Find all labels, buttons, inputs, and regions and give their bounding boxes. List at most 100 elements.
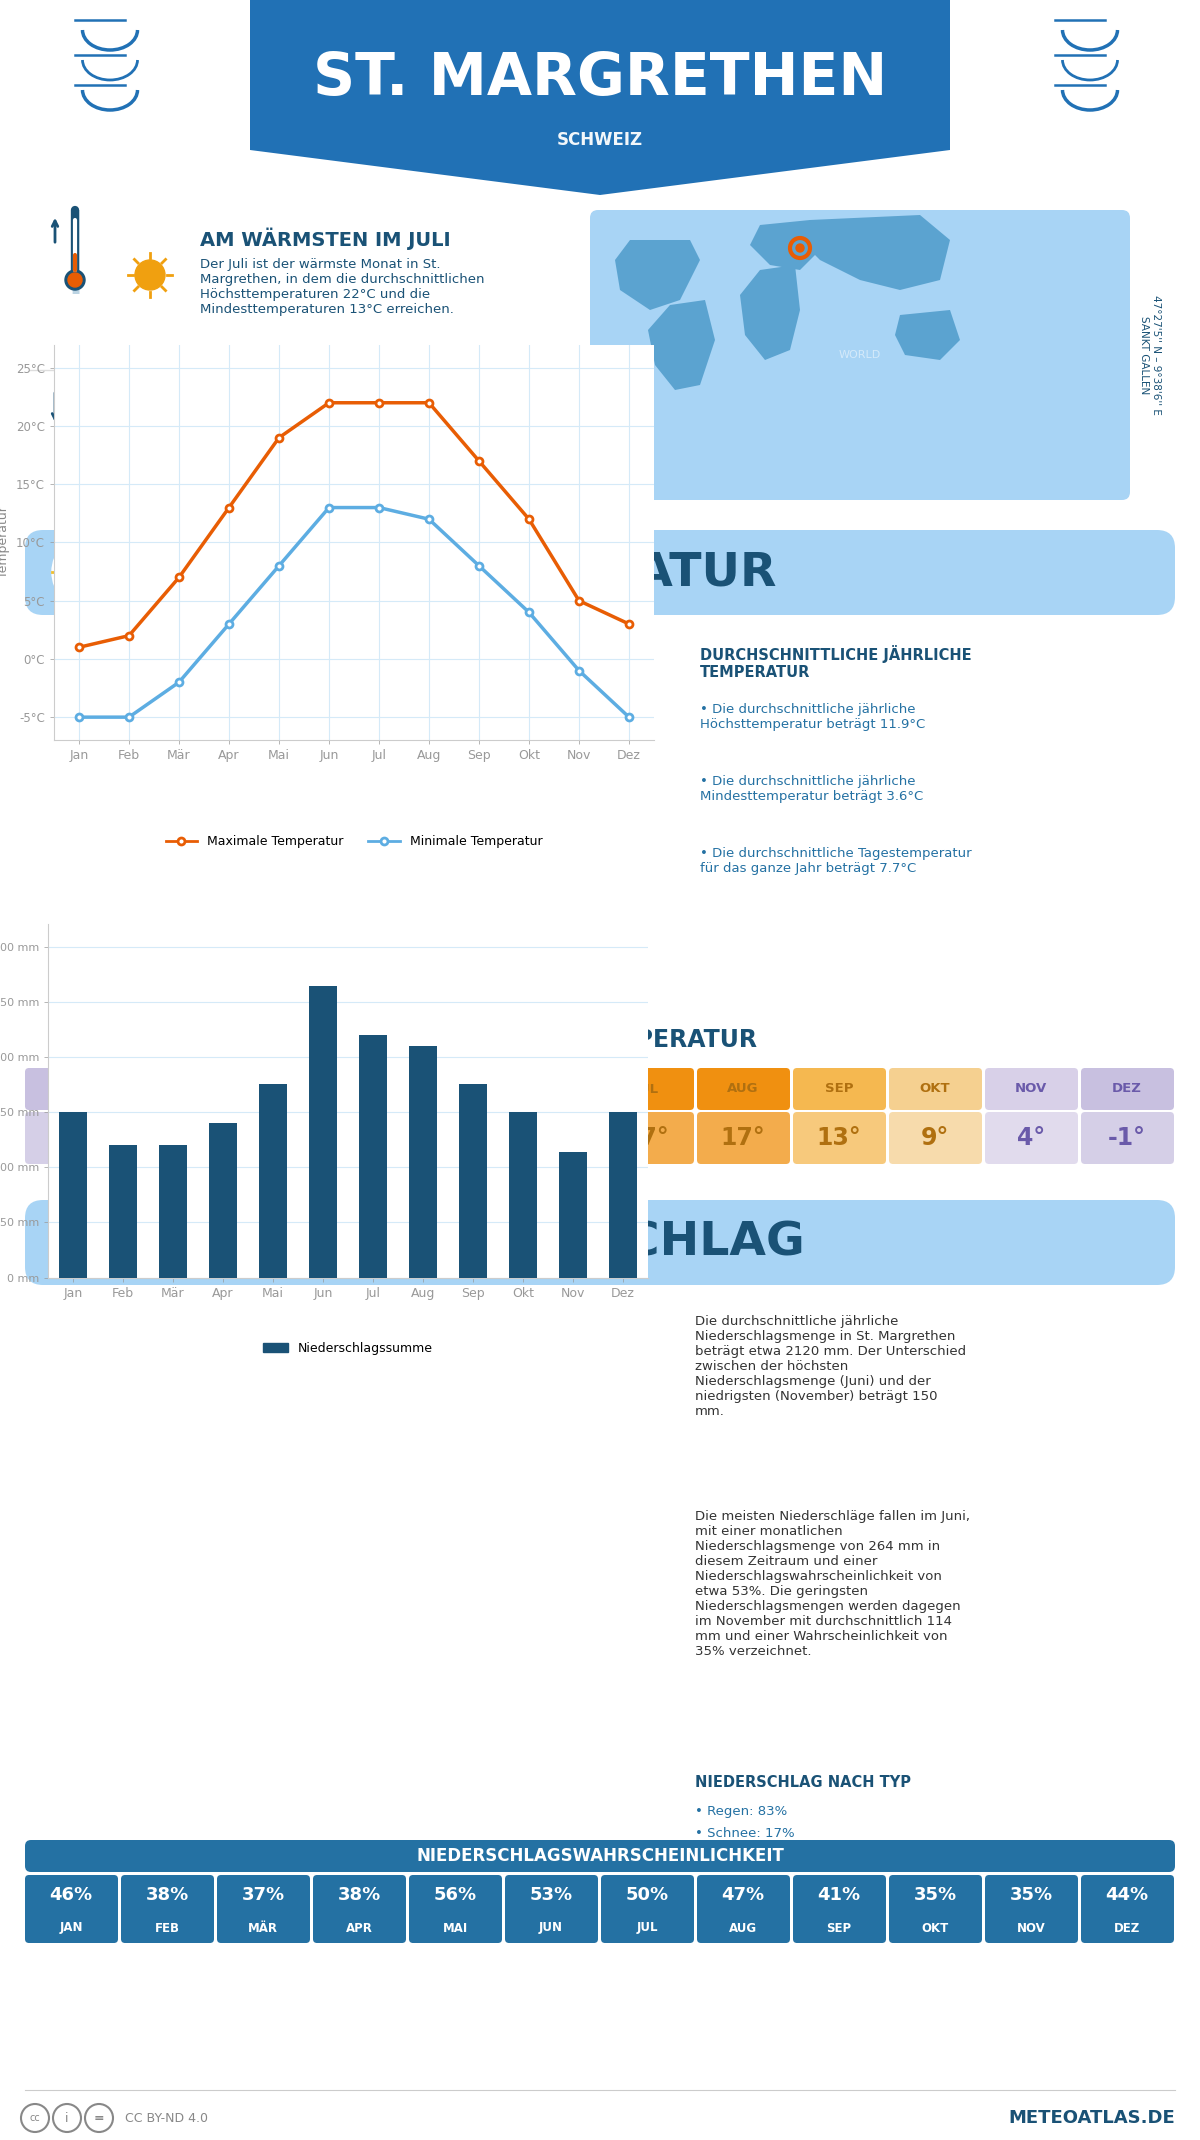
Text: 15°: 15° xyxy=(529,1126,574,1149)
FancyBboxPatch shape xyxy=(409,1875,502,1943)
FancyBboxPatch shape xyxy=(1081,1113,1174,1164)
Text: JUL: JUL xyxy=(636,1922,658,1935)
Polygon shape xyxy=(616,240,700,310)
FancyBboxPatch shape xyxy=(409,1113,502,1164)
Text: MÄR: MÄR xyxy=(246,1083,280,1096)
Text: • Die durchschnittliche Tagestemperatur
für das ganze Jahr beträgt 7.7°C: • Die durchschnittliche Tagestemperatur … xyxy=(700,847,972,875)
Text: JUN: JUN xyxy=(538,1083,564,1096)
Circle shape xyxy=(70,552,110,593)
Text: • Regen: 83%: • Regen: 83% xyxy=(695,1804,787,1819)
Text: 38%: 38% xyxy=(337,1885,380,1905)
FancyBboxPatch shape xyxy=(889,1875,982,1943)
Text: AUG: AUG xyxy=(727,1083,758,1096)
FancyBboxPatch shape xyxy=(313,1113,406,1164)
FancyBboxPatch shape xyxy=(25,531,1175,614)
FancyBboxPatch shape xyxy=(25,1068,118,1111)
FancyBboxPatch shape xyxy=(697,1875,790,1943)
FancyBboxPatch shape xyxy=(889,1113,982,1164)
Text: 9°: 9° xyxy=(920,1126,949,1149)
Text: 47%: 47% xyxy=(721,1885,764,1905)
Text: =: = xyxy=(94,2112,104,2125)
Text: OKT: OKT xyxy=(919,1083,950,1096)
FancyBboxPatch shape xyxy=(25,1875,118,1943)
FancyBboxPatch shape xyxy=(25,1201,1175,1284)
Bar xyxy=(160,1145,187,1278)
Text: DEZ: DEZ xyxy=(1112,1083,1142,1096)
Legend: Maximale Temperatur, Minimale Temperatur: Maximale Temperatur, Minimale Temperatur xyxy=(161,830,547,854)
FancyBboxPatch shape xyxy=(793,1068,886,1111)
Text: 13°: 13° xyxy=(817,1126,862,1149)
Text: AM WÄRMSTEN IM JULI: AM WÄRMSTEN IM JULI xyxy=(200,229,451,250)
Text: 3°: 3° xyxy=(248,1126,277,1149)
Bar xyxy=(509,1113,536,1278)
Polygon shape xyxy=(250,0,950,195)
Text: APR: APR xyxy=(346,1922,372,1935)
FancyBboxPatch shape xyxy=(505,1068,598,1111)
Text: • Die durchschnittliche jährliche
Mindesttemperatur beträgt 3.6°C: • Die durchschnittliche jährliche Mindes… xyxy=(700,775,923,802)
Text: NOV: NOV xyxy=(1016,1922,1045,1935)
Circle shape xyxy=(76,559,104,586)
FancyBboxPatch shape xyxy=(793,1875,886,1943)
Text: AUG: AUG xyxy=(728,1922,757,1935)
Text: OKT: OKT xyxy=(922,1922,949,1935)
Text: FEB: FEB xyxy=(155,1922,180,1935)
FancyBboxPatch shape xyxy=(505,1875,598,1943)
Y-axis label: Temperatur: Temperatur xyxy=(0,507,11,578)
Polygon shape xyxy=(895,310,960,360)
Text: • Die durchschnittliche jährliche
Höchsttemperatur beträgt 11.9°C: • Die durchschnittliche jährliche Höchst… xyxy=(700,704,925,732)
Text: SCHWEIZ: SCHWEIZ xyxy=(557,131,643,150)
Legend: Niederschlagssumme: Niederschlagssumme xyxy=(258,1338,438,1359)
Text: ST. MARGRETHEN: ST. MARGRETHEN xyxy=(313,49,887,107)
Polygon shape xyxy=(800,214,950,291)
Circle shape xyxy=(62,544,118,599)
Text: 4°: 4° xyxy=(1016,1126,1045,1149)
FancyBboxPatch shape xyxy=(505,1113,598,1164)
Bar xyxy=(209,1124,236,1278)
Text: DURCHSCHNITTLICHE JÄHRLICHE
TEMPERATUR: DURCHSCHNITTLICHE JÄHRLICHE TEMPERATUR xyxy=(700,644,972,681)
Text: NIEDERSCHLAG: NIEDERSCHLAG xyxy=(394,1220,806,1265)
Text: CC BY-ND 4.0: CC BY-ND 4.0 xyxy=(125,2112,208,2125)
Bar xyxy=(559,1151,587,1278)
Circle shape xyxy=(52,535,128,610)
Text: cc: cc xyxy=(30,2112,41,2123)
FancyBboxPatch shape xyxy=(121,1068,214,1111)
Text: MÄR: MÄR xyxy=(248,1922,278,1935)
FancyBboxPatch shape xyxy=(793,1113,886,1164)
Text: JUN: JUN xyxy=(539,1922,563,1935)
Text: 11°: 11° xyxy=(433,1126,478,1149)
Text: SEP: SEP xyxy=(827,1922,852,1935)
FancyBboxPatch shape xyxy=(697,1113,790,1164)
Text: FEB: FEB xyxy=(152,1083,181,1096)
Bar xyxy=(409,1046,437,1278)
Text: 38%: 38% xyxy=(145,1885,188,1905)
Text: METEOATLAS.DE: METEOATLAS.DE xyxy=(1008,2110,1175,2127)
FancyBboxPatch shape xyxy=(1081,1068,1174,1111)
Polygon shape xyxy=(648,300,715,389)
Text: JAN: JAN xyxy=(59,1922,83,1935)
FancyBboxPatch shape xyxy=(217,1068,310,1111)
Text: 56%: 56% xyxy=(433,1885,476,1905)
FancyBboxPatch shape xyxy=(985,1875,1078,1943)
Text: 53%: 53% xyxy=(529,1885,572,1905)
Circle shape xyxy=(796,244,804,253)
Text: JUL: JUL xyxy=(635,1083,659,1096)
Text: • Schnee: 17%: • Schnee: 17% xyxy=(695,1828,794,1840)
FancyBboxPatch shape xyxy=(590,210,1130,501)
Text: *: * xyxy=(139,392,166,439)
FancyBboxPatch shape xyxy=(217,1113,310,1164)
FancyBboxPatch shape xyxy=(601,1068,694,1111)
Circle shape xyxy=(65,270,85,291)
Text: Der kälteste Monat des Jahres ist dagegen
der Januar mit Höchsttemperaturen von : Der kälteste Monat des Jahres ist dagege… xyxy=(200,415,496,458)
Text: WORLD: WORLD xyxy=(839,351,881,360)
Circle shape xyxy=(65,419,85,441)
FancyBboxPatch shape xyxy=(25,1113,118,1164)
Text: AM KÄLTESTEN IM JANUAR: AM KÄLTESTEN IM JANUAR xyxy=(200,385,487,407)
Bar xyxy=(460,1085,487,1278)
FancyBboxPatch shape xyxy=(601,1875,694,1943)
Text: 37%: 37% xyxy=(241,1885,284,1905)
Bar xyxy=(610,1113,637,1278)
Text: |: | xyxy=(61,210,89,293)
Text: -2°: -2° xyxy=(148,1126,186,1149)
Text: NOV: NOV xyxy=(1015,1083,1048,1096)
Circle shape xyxy=(134,259,166,291)
